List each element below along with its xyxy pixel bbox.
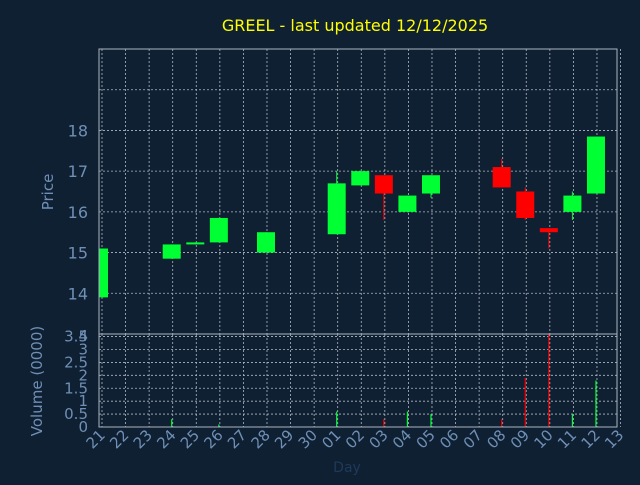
price-tick-label: 15 [68,244,88,263]
x-tick-label: 24 [153,426,179,452]
candle-21 [99,248,108,298]
x-tick-label: 08 [483,426,509,452]
volume-panel-frame [98,333,618,428]
x-tick-label: 06 [436,426,462,452]
volume-tick-label: 1.5 [64,379,88,397]
volume-tick-label: 0.5 [64,405,88,423]
candle-body [586,136,605,194]
candle-body [516,191,535,218]
candle-body [421,175,440,194]
candle-body [492,167,511,188]
x-tick-label: 09 [507,426,533,452]
candle-01 [327,171,346,235]
candle-11 [563,191,582,220]
x-tick-label: 01 [318,426,344,452]
price-tick-labels: 14 15 16 17 18 [68,121,88,303]
x-tick-label: 25 [177,426,203,452]
price-tick-label: 17 [68,162,88,181]
candle-12 [586,136,605,194]
volume-bars [171,334,597,427]
volume-tick-label: 2 [78,366,88,384]
x-tick-label: 26 [200,426,226,452]
candle-body [162,244,181,259]
candle-body [256,232,275,253]
volume-tick-label: 3 [78,341,88,359]
candle-body [99,248,108,298]
candle-05 [421,175,440,198]
price-grid [99,48,621,335]
candle-body [209,217,228,243]
volume-tick-label: 4 [78,327,88,345]
candle-02 [351,171,370,186]
volume-tick-label: 1 [78,392,88,410]
volume-tick-label: 3.5 [64,328,88,346]
price-tick-label: 18 [68,121,88,140]
candle-body [563,195,582,212]
x-tick-label: 13 [601,426,627,452]
x-tick-label: 04 [389,426,415,452]
chart-title: GREEL - last updated 12/12/2025 [222,16,488,35]
candle-body [327,183,346,235]
candle-25 [186,242,205,245]
x-axis-label: Day [333,460,361,476]
x-tick-label: 05 [413,426,439,452]
x-tick-label: 29 [271,426,297,452]
x-tick-label: 28 [248,426,274,452]
candle-body [398,195,417,212]
volume-grid [99,334,621,428]
x-tick-labels: 2122232425262728293001020304050607080910… [83,426,628,452]
x-tick-label: 22 [106,426,132,452]
volume-tick-label: 2.5 [64,353,88,371]
candle-28 [256,232,275,253]
candle-body [374,175,393,194]
price-axis-label: Price [39,174,57,211]
x-tick-label: 30 [295,426,321,452]
price-tick-label: 16 [68,203,88,222]
candle-10 [539,228,558,249]
volume-axis-label: Volume (0000) [28,326,46,436]
candle-09 [516,187,535,220]
volume-tick-labels: 00.511.522.533.54 [64,327,88,436]
candle-03 [374,175,393,220]
x-tick-label: 27 [224,426,250,452]
candle-body [351,171,370,186]
x-tick-label: 03 [365,426,391,452]
x-tick-label: 23 [130,426,156,452]
candle-08 [492,158,511,188]
price-panel-frame [98,48,618,335]
panel-frames [98,48,618,428]
candle-24 [162,244,181,259]
candle-04 [398,195,417,212]
x-tick-label: 11 [554,426,580,452]
x-tick-label: 07 [460,426,486,452]
candle-body [539,228,558,233]
candle-body [186,242,205,245]
x-tick-label: 12 [578,426,604,452]
candle-26 [209,217,228,243]
candles [99,136,605,298]
volume-tick-label: 0 [78,418,88,436]
price-tick-label: 14 [68,284,88,303]
x-tick-label: 02 [342,426,368,452]
x-tick-label: 10 [530,426,556,452]
